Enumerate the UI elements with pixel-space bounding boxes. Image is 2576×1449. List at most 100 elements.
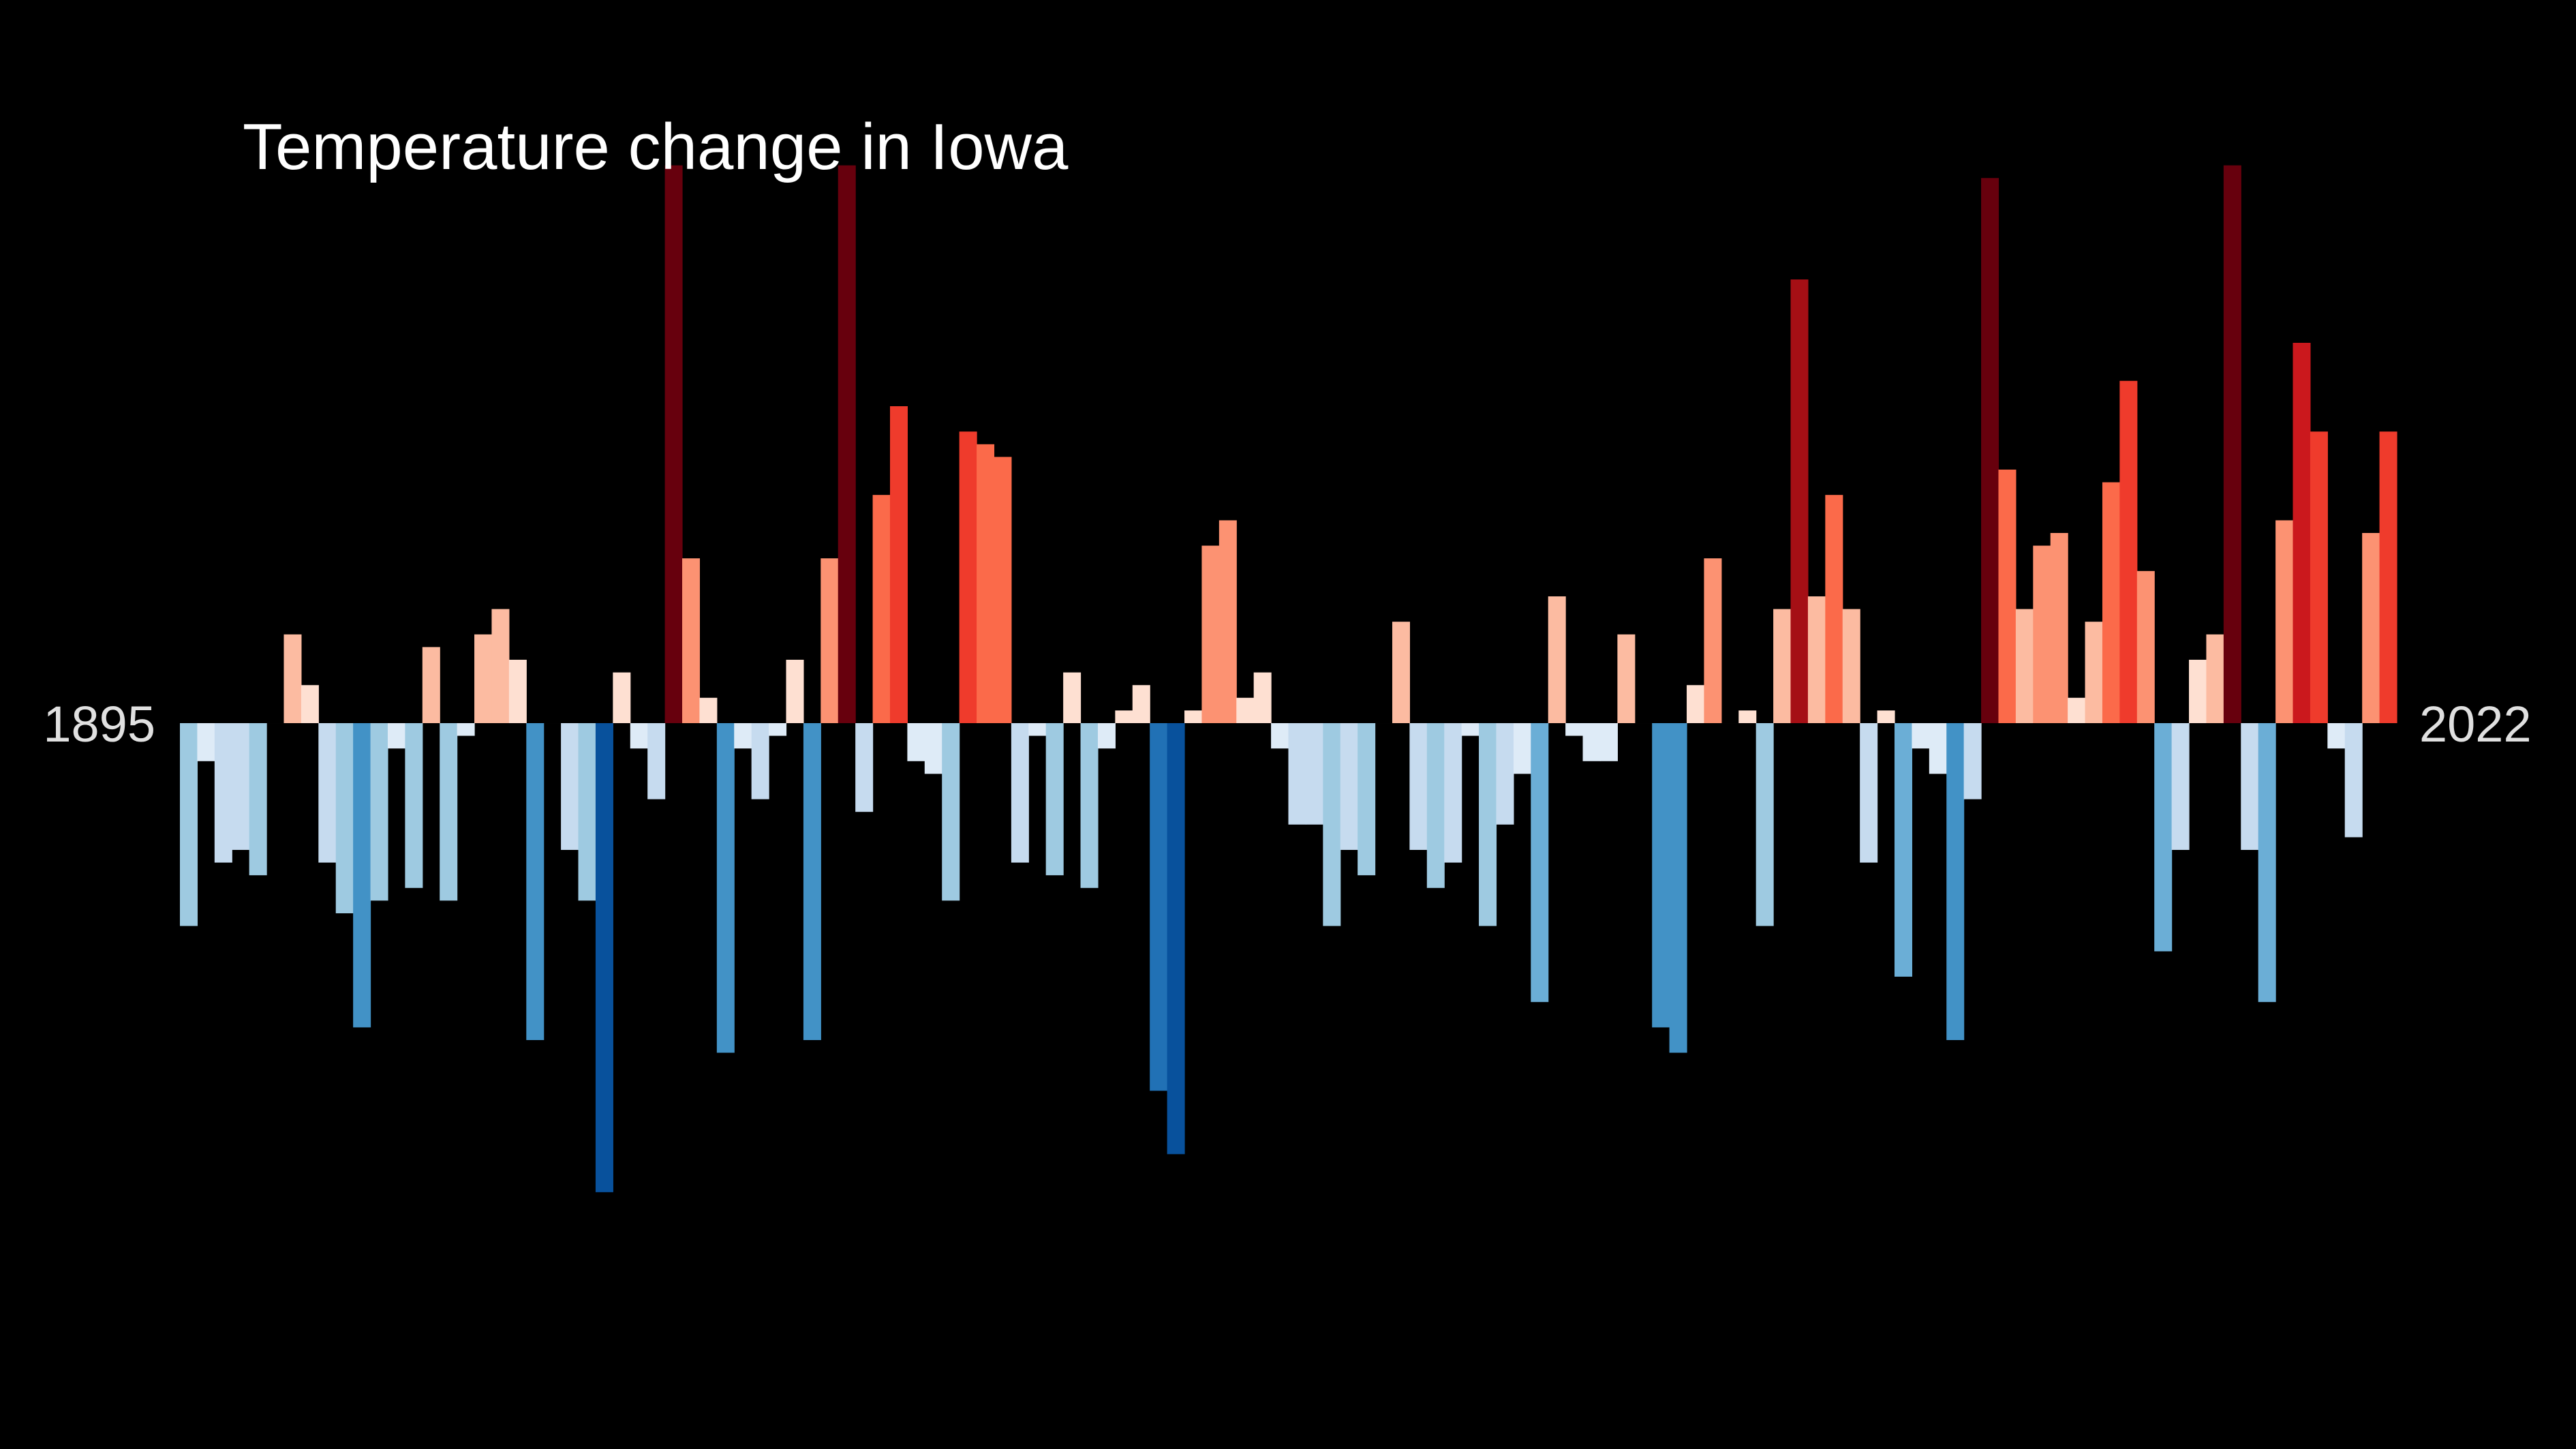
bar-1968: [1444, 723, 1462, 863]
bar-1996: [1929, 723, 1947, 774]
bar-1924: [682, 558, 701, 723]
bar-1896: [197, 723, 215, 761]
bar-2005: [2085, 622, 2103, 723]
bar-1934: [855, 723, 874, 812]
bar-1974: [1548, 596, 1566, 723]
bar-1907: [387, 723, 405, 749]
bar-2010: [2171, 723, 2190, 850]
bar-1991: [1842, 609, 1860, 723]
bar-1906: [370, 723, 388, 901]
bar-1994: [1894, 723, 1912, 977]
bar-2008: [2136, 570, 2155, 723]
bar-1901: [283, 634, 302, 723]
bar-1898: [232, 723, 250, 850]
bar-1913: [491, 609, 510, 723]
bar-1957: [1253, 672, 1272, 723]
bar-1985: [1738, 710, 1757, 723]
bar-1953: [1184, 710, 1203, 723]
bar-1969: [1461, 723, 1479, 736]
bar-1910: [440, 723, 458, 901]
bar-1929: [769, 723, 787, 736]
bar-2011: [2189, 660, 2207, 723]
bar-2002: [2033, 545, 2051, 723]
bar-1923: [664, 165, 683, 724]
bar-2018: [2310, 431, 2328, 723]
bar-1919: [595, 723, 613, 1193]
bar-1952: [1167, 723, 1185, 1155]
bar-1995: [1912, 723, 1930, 749]
bar-1946: [1063, 672, 1082, 723]
bar-2015: [2258, 723, 2276, 1003]
bar-1961: [1323, 723, 1341, 926]
bar-1981: [1669, 723, 1687, 1053]
bar-1895: [180, 723, 198, 926]
bar-1951: [1150, 723, 1168, 1091]
bar-1917: [561, 723, 579, 850]
bar-1967: [1426, 723, 1445, 888]
bar-1950: [1132, 685, 1150, 723]
bar-1998: [1963, 723, 1982, 799]
bar-1949: [1115, 710, 1133, 723]
bar-1918: [578, 723, 596, 901]
bar-1925: [699, 697, 718, 723]
bar-2000: [1998, 470, 2017, 723]
bar-2022: [2379, 431, 2397, 723]
bar-1977: [1599, 723, 1618, 761]
bar-1928: [751, 723, 769, 799]
bar-1958: [1271, 723, 1289, 749]
bar-1966: [1409, 723, 1428, 850]
bar-1903: [318, 723, 337, 863]
bar-2016: [2275, 520, 2294, 723]
bar-1948: [1097, 723, 1116, 749]
bar-1904: [335, 723, 354, 913]
bar-1914: [508, 660, 527, 723]
bar-1962: [1340, 723, 1358, 850]
bar-1944: [1028, 723, 1047, 736]
bar-1920: [613, 672, 631, 723]
bar-2009: [2154, 723, 2173, 951]
bar-1986: [1755, 723, 1774, 926]
bar-1972: [1513, 723, 1531, 774]
bar-2007: [2119, 380, 2138, 723]
bar-1899: [249, 723, 267, 876]
bar-1989: [1807, 596, 1826, 723]
bar-1909: [422, 647, 440, 723]
bar-1976: [1582, 723, 1601, 761]
bar-1940: [959, 431, 977, 723]
bar-1938: [924, 723, 942, 774]
bar-2003: [2050, 533, 2068, 723]
bar-1926: [716, 723, 735, 1053]
bar-1912: [474, 634, 493, 723]
bar-1999: [1981, 178, 1999, 723]
bar-1965: [1392, 622, 1410, 723]
bar-2017: [2293, 343, 2311, 723]
bar-2013: [2223, 165, 2241, 724]
bar-1978: [1617, 634, 1636, 723]
bar-1908: [405, 723, 423, 888]
bar-1956: [1236, 697, 1255, 723]
bar-1943: [1011, 723, 1029, 863]
bar-1973: [1531, 723, 1549, 1003]
bar-1980: [1652, 723, 1670, 1028]
bar-1897: [214, 723, 232, 863]
bar-2006: [2102, 482, 2120, 723]
bar-2012: [2206, 634, 2224, 723]
bar-1987: [1773, 609, 1792, 723]
bar-1955: [1218, 520, 1237, 723]
bar-1963: [1358, 723, 1376, 876]
bar-1931: [803, 723, 821, 1040]
bar-2014: [2241, 723, 2259, 850]
end-year-label: 2022: [2419, 696, 2532, 752]
bar-1921: [630, 723, 648, 749]
bar-1902: [301, 685, 319, 723]
bar-1939: [942, 723, 960, 901]
bar-1927: [734, 723, 752, 749]
bar-1997: [1946, 723, 1965, 1040]
bar-1993: [1877, 710, 1895, 723]
bar-1915: [526, 723, 545, 1040]
bar-1990: [1825, 495, 1843, 723]
start-year-label: 1895: [43, 696, 155, 752]
chart-title: Temperature change in Iowa: [243, 110, 1069, 183]
bar-2019: [2327, 723, 2346, 749]
